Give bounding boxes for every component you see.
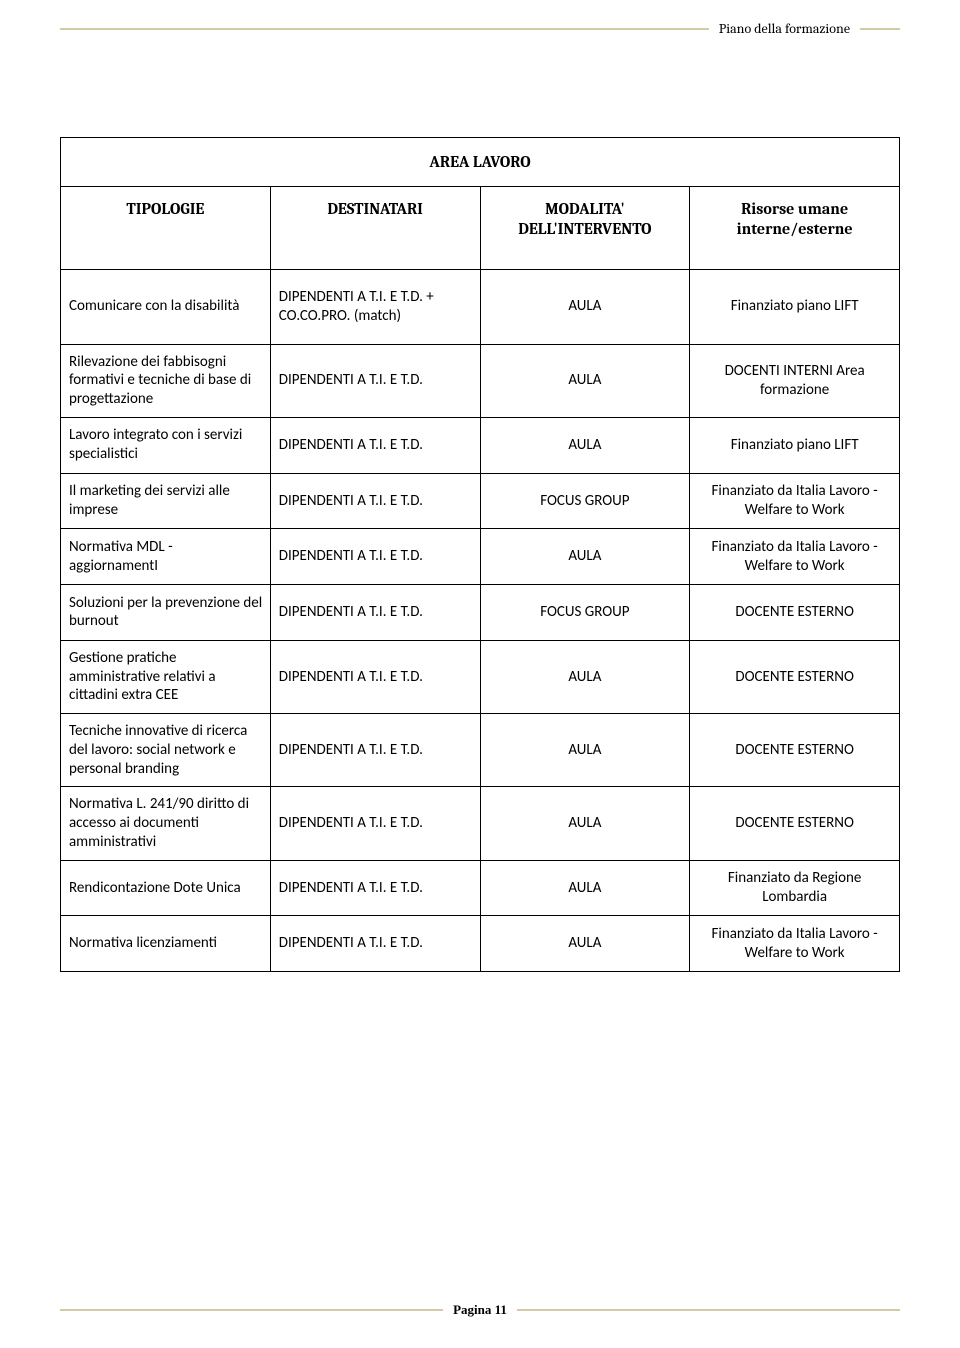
footer-rule-left (60, 1309, 443, 1311)
cell-tipologie: Gestione pratiche amministrative relativ… (61, 640, 271, 713)
table-row: Rilevazione dei fabbisogni formativi e t… (61, 344, 900, 417)
cell-destinatari: DIPENDENTI A T.I. E T.D. (270, 714, 480, 787)
page-header: Piano della formazione (60, 20, 900, 37)
cell-tipologie: Normativa MDL - aggiornamentI (61, 529, 271, 585)
cell-modalita: AULA (480, 787, 690, 860)
cell-modalita: AULA (480, 916, 690, 972)
table-row: Lavoro integrato con i servizi specialis… (61, 417, 900, 473)
cell-risorse: DOCENTI INTERNI Area formazione (690, 344, 900, 417)
cell-destinatari: DIPENDENTI A T.I. E T.D. (270, 417, 480, 473)
cell-tipologie: Il marketing dei servizi alle imprese (61, 473, 271, 529)
cell-tipologie: Comunicare con la disabilità (61, 270, 271, 345)
table-row: Soluzioni per la prevenzione del burnout… (61, 585, 900, 641)
col-header-modalita: MODALITA' DELL'INTERVENTO (480, 187, 690, 270)
cell-risorse: DOCENTE ESTERNO (690, 640, 900, 713)
table-row: Normativa L. 241/90 diritto di accesso a… (61, 787, 900, 860)
header-title: Piano della formazione (719, 20, 850, 37)
table-row: Rendicontazione Dote UnicaDIPENDENTI A T… (61, 860, 900, 916)
cell-modalita: AULA (480, 270, 690, 345)
cell-tipologie: Rendicontazione Dote Unica (61, 860, 271, 916)
cell-destinatari: DIPENDENTI A T.I. E T.D. (270, 860, 480, 916)
cell-risorse: Finanziato piano LIFT (690, 270, 900, 345)
table-row: Gestione pratiche amministrative relativ… (61, 640, 900, 713)
cell-tipologie: Tecniche innovative di ricerca del lavor… (61, 714, 271, 787)
cell-destinatari: DIPENDENTI A T.I. E T.D. (270, 787, 480, 860)
cell-destinatari: DIPENDENTI A T.I. E T.D. + CO.CO.PRO. (m… (270, 270, 480, 345)
table-row: Comunicare con la disabilitàDIPENDENTI A… (61, 270, 900, 345)
col-header-destinatari: DESTINATARI (270, 187, 480, 270)
cell-destinatari: DIPENDENTI A T.I. E T.D. (270, 473, 480, 529)
cell-modalita: FOCUS GROUP (480, 473, 690, 529)
table-row: Normativa licenziamentiDIPENDENTI A T.I.… (61, 916, 900, 972)
table-row: Tecniche innovative di ricerca del lavor… (61, 714, 900, 787)
col-header-risorse: Risorse umane interne/esterne (690, 187, 900, 270)
cell-modalita: AULA (480, 529, 690, 585)
header-rule-right (860, 28, 900, 30)
page: Piano della formazione AREA LAVORO TIPOL… (0, 0, 960, 1348)
table-body: Comunicare con la disabilitàDIPENDENTI A… (61, 270, 900, 972)
cell-risorse: Finanziato piano LIFT (690, 417, 900, 473)
cell-risorse: Finanziato da Italia Lavoro - Welfare to… (690, 916, 900, 972)
table-title-row: AREA LAVORO (61, 138, 900, 187)
cell-risorse: DOCENTE ESTERNO (690, 585, 900, 641)
cell-modalita: AULA (480, 417, 690, 473)
cell-destinatari: DIPENDENTI A T.I. E T.D. (270, 585, 480, 641)
cell-destinatari: DIPENDENTI A T.I. E T.D. (270, 916, 480, 972)
page-footer: Pagina 11 (60, 1302, 900, 1318)
cell-destinatari: DIPENDENTI A T.I. E T.D. (270, 640, 480, 713)
footer-page-number: Pagina 11 (453, 1302, 507, 1318)
cell-tipologie: Normativa licenziamenti (61, 916, 271, 972)
cell-destinatari: DIPENDENTI A T.I. E T.D. (270, 344, 480, 417)
cell-risorse: Finanziato da Italia Lavoro - Welfare to… (690, 529, 900, 585)
main-table: AREA LAVORO TIPOLOGIE DESTINATARI MODALI… (60, 137, 900, 972)
table-header-row: TIPOLOGIE DESTINATARI MODALITA' DELL'INT… (61, 187, 900, 270)
table-row: Normativa MDL - aggiornamentIDIPENDENTI … (61, 529, 900, 585)
table-title: AREA LAVORO (61, 138, 900, 187)
cell-tipologie: Rilevazione dei fabbisogni formativi e t… (61, 344, 271, 417)
cell-risorse: DOCENTE ESTERNO (690, 787, 900, 860)
cell-tipologie: Soluzioni per la prevenzione del burnout (61, 585, 271, 641)
table-row: Il marketing dei servizi alle impreseDIP… (61, 473, 900, 529)
footer-rule-right (517, 1309, 900, 1311)
cell-modalita: AULA (480, 714, 690, 787)
cell-tipologie: Lavoro integrato con i servizi specialis… (61, 417, 271, 473)
col-header-tipologie: TIPOLOGIE (61, 187, 271, 270)
cell-modalita: AULA (480, 860, 690, 916)
cell-tipologie: Normativa L. 241/90 diritto di accesso a… (61, 787, 271, 860)
cell-risorse: Finanziato da Italia Lavoro - Welfare to… (690, 473, 900, 529)
cell-destinatari: DIPENDENTI A T.I. E T.D. (270, 529, 480, 585)
cell-risorse: Finanziato da Regione Lombardia (690, 860, 900, 916)
cell-modalita: AULA (480, 640, 690, 713)
cell-modalita: FOCUS GROUP (480, 585, 690, 641)
cell-risorse: DOCENTE ESTERNO (690, 714, 900, 787)
cell-modalita: AULA (480, 344, 690, 417)
header-rule-left (60, 28, 709, 30)
